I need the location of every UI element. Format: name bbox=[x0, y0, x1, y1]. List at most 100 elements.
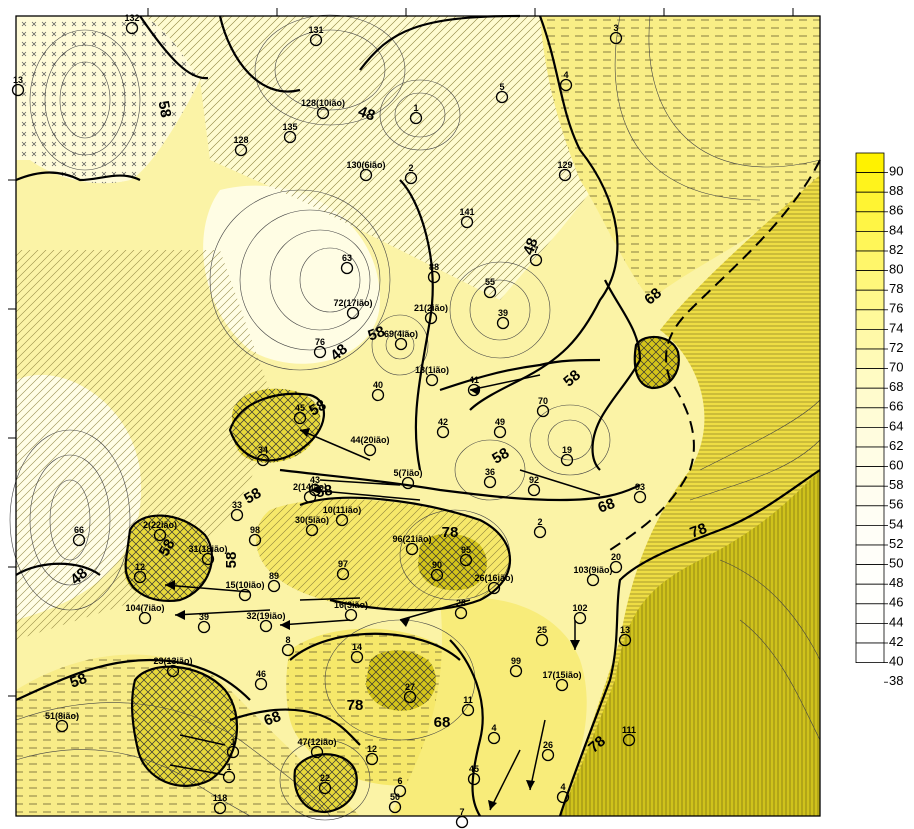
well-marker-icon bbox=[230, 508, 244, 522]
well[interactable]: 18(1ião) bbox=[415, 365, 449, 387]
well-label: 44(20ião) bbox=[350, 435, 389, 445]
well[interactable]: 2 bbox=[533, 517, 547, 539]
well[interactable]: 2(22ião) bbox=[143, 520, 177, 542]
well[interactable]: 33 bbox=[230, 500, 244, 522]
legend-value: 68 bbox=[889, 379, 903, 394]
well[interactable]: 30(5ião) bbox=[295, 515, 329, 537]
well[interactable]: 131 bbox=[308, 25, 324, 47]
well[interactable]: 130(6ião) bbox=[346, 160, 386, 182]
contour-dashed bbox=[609, 159, 821, 551]
well[interactable]: 40 bbox=[371, 380, 385, 402]
well[interactable]: 2 bbox=[404, 163, 418, 185]
well[interactable]: 42 bbox=[436, 417, 450, 439]
well[interactable]: 97 bbox=[336, 559, 350, 581]
well[interactable]: 47(12ião) bbox=[297, 737, 337, 759]
well[interactable]: 104(7ião) bbox=[125, 603, 165, 625]
well[interactable]: 39 bbox=[197, 612, 211, 634]
well[interactable]: 16(3ião) bbox=[334, 600, 368, 622]
well[interactable]: 1 bbox=[409, 103, 423, 125]
well[interactable]: 6 bbox=[393, 776, 407, 798]
well-marker-icon bbox=[493, 425, 507, 439]
well[interactable]: 4 bbox=[559, 70, 573, 92]
well-label: 16(3ião) bbox=[334, 600, 368, 610]
legend-swatch bbox=[855, 230, 885, 252]
well[interactable]: 103(9ião) bbox=[573, 565, 613, 587]
well[interactable]: 70 bbox=[536, 396, 550, 418]
well[interactable]: 7 bbox=[529, 245, 543, 267]
well[interactable]: 66 bbox=[72, 525, 86, 547]
well[interactable]: 89 bbox=[267, 571, 281, 593]
well[interactable]: 13 bbox=[618, 625, 632, 647]
well[interactable]: 25 bbox=[535, 625, 549, 647]
well[interactable]: 98 bbox=[248, 525, 262, 547]
well[interactable]: 8 bbox=[281, 635, 295, 657]
well[interactable]: 45 bbox=[467, 764, 481, 786]
well[interactable]: 11 bbox=[461, 695, 475, 717]
well[interactable]: 95 bbox=[459, 545, 473, 567]
well[interactable]: 93 bbox=[633, 482, 647, 504]
well[interactable]: 90 bbox=[430, 560, 444, 582]
well[interactable]: 26 bbox=[541, 740, 555, 762]
well[interactable]: 19 bbox=[560, 445, 574, 467]
well[interactable]: 44(20ião) bbox=[350, 435, 390, 457]
well[interactable]: 28 bbox=[454, 598, 468, 620]
well[interactable]: 141 bbox=[459, 207, 475, 229]
well[interactable]: 26(16ião) bbox=[474, 573, 514, 595]
well[interactable]: 99 bbox=[509, 656, 523, 678]
well[interactable]: 27 bbox=[403, 682, 417, 704]
well[interactable]: 111 bbox=[622, 725, 636, 747]
well[interactable]: 14 bbox=[350, 642, 364, 664]
legend-swatch bbox=[855, 603, 885, 624]
well[interactable]: 13 bbox=[11, 75, 25, 97]
zone-max-5-grid bbox=[132, 666, 237, 786]
well[interactable]: 88 bbox=[427, 262, 441, 284]
well[interactable]: 4 bbox=[556, 782, 570, 804]
well[interactable]: 55 bbox=[483, 277, 497, 299]
well[interactable]: 135 bbox=[282, 122, 298, 144]
well[interactable]: 49 bbox=[493, 417, 507, 439]
well[interactable]: 22 bbox=[318, 773, 332, 795]
well[interactable]: 45 bbox=[293, 403, 307, 425]
well[interactable]: 3 bbox=[609, 23, 623, 45]
well[interactable]: 128(10ião) bbox=[301, 98, 345, 120]
well[interactable]: 102 bbox=[572, 603, 588, 625]
well[interactable]: 96(21ião) bbox=[392, 534, 432, 556]
well[interactable]: 51(8ião) bbox=[45, 711, 79, 733]
well[interactable]: 4 bbox=[487, 723, 501, 745]
well[interactable]: 63 bbox=[340, 253, 354, 275]
well[interactable]: 92 bbox=[527, 475, 541, 497]
well[interactable]: 1 bbox=[222, 762, 236, 784]
well[interactable]: 34 bbox=[256, 445, 270, 467]
well[interactable]: 39 bbox=[496, 308, 510, 330]
legend-value: 48 bbox=[889, 575, 903, 590]
well[interactable]: 7 bbox=[455, 807, 469, 829]
well[interactable]: 69(4ião) bbox=[384, 329, 418, 351]
well[interactable]: 118 bbox=[213, 793, 228, 815]
well[interactable]: 10(11ião) bbox=[323, 505, 362, 527]
well[interactable]: 23(13ião) bbox=[153, 656, 193, 678]
well[interactable]: 41 bbox=[467, 375, 481, 397]
well[interactable]: 31(18ião) bbox=[188, 544, 228, 566]
well[interactable]: 20 bbox=[609, 552, 623, 574]
well[interactable]: 72(17ião) bbox=[333, 298, 373, 320]
well[interactable]: 21(2ião) bbox=[414, 303, 448, 325]
well[interactable]: 17(15ião) bbox=[542, 670, 582, 692]
well-marker-icon bbox=[556, 790, 570, 804]
well[interactable]: 32(19ião) bbox=[246, 611, 286, 633]
well[interactable]: 46 bbox=[254, 669, 268, 691]
well-label: 8 bbox=[285, 635, 290, 645]
well[interactable]: 76 bbox=[313, 337, 327, 359]
well[interactable]: 15(10ião) bbox=[225, 580, 265, 602]
well[interactable]: 2(14ião) bbox=[293, 482, 327, 504]
well[interactable]: 12 bbox=[133, 562, 147, 584]
well[interactable]: 36 bbox=[483, 467, 497, 489]
well[interactable]: 1 bbox=[226, 737, 240, 759]
well-label: 5 bbox=[499, 82, 504, 92]
well[interactable]: 5(7ião) bbox=[393, 468, 423, 490]
well[interactable]: 132 bbox=[124, 13, 140, 35]
well[interactable]: 50 bbox=[388, 792, 402, 814]
well[interactable]: 128 bbox=[233, 135, 249, 157]
well[interactable]: 5 bbox=[495, 82, 509, 104]
well[interactable]: 129 bbox=[557, 160, 573, 182]
well[interactable]: 12 bbox=[365, 744, 379, 766]
